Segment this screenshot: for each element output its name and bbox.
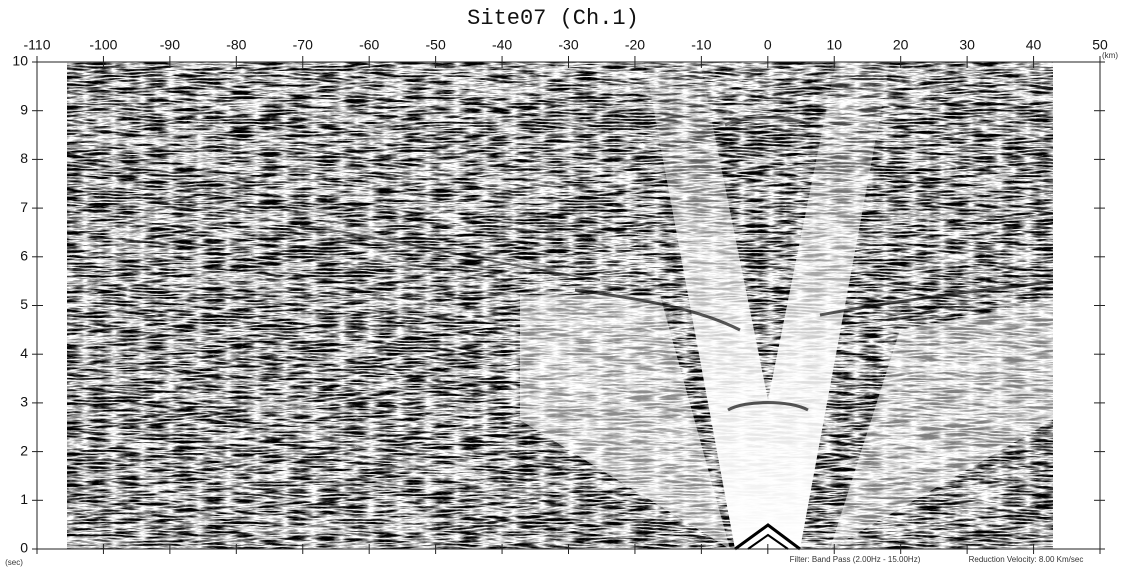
x-tick-label: 0 <box>764 37 772 53</box>
y-tick-label: 2 <box>20 442 28 458</box>
x-tick-label: -110 <box>24 37 51 53</box>
x-tick-label: -70 <box>293 37 313 53</box>
y-tick-label: 4 <box>20 345 28 361</box>
y-tick-label: 3 <box>20 394 28 410</box>
x-tick-label: -20 <box>625 37 645 53</box>
x-tick-label: 10 <box>826 37 842 53</box>
x-tick-label: 50 <box>1092 37 1108 53</box>
y-tick-label: 10 <box>12 53 28 69</box>
x-tick-label: -40 <box>492 37 512 53</box>
y-tick-label: 8 <box>20 150 28 166</box>
y-tick-label: 9 <box>20 101 28 117</box>
x-tick-label: -90 <box>160 37 180 53</box>
velocity-note: Reduction Velocity: 8.00 Km/sec <box>969 555 1084 564</box>
seismic-section <box>67 62 1053 549</box>
x-tick-label: -100 <box>89 37 117 53</box>
x-tick-label: -30 <box>558 37 578 53</box>
y-tick-label: 0 <box>20 540 28 556</box>
y-tick-label: 5 <box>20 296 28 312</box>
y-tick-label: 6 <box>20 248 28 264</box>
y-tick-label: 1 <box>20 491 28 507</box>
x-tick-label: -80 <box>226 37 246 53</box>
filter-note: Filter: Band Pass (2.00Hz - 15.00Hz) <box>790 555 921 564</box>
chart-title: Site07 (Ch.1) <box>467 6 639 31</box>
y-unit: (sec) <box>5 558 23 567</box>
chart: Site07 (Ch.1) (km) (sec) Filter: Band Pa… <box>0 0 1125 571</box>
x-tick-label: -10 <box>691 37 711 53</box>
x-tick-label: -50 <box>426 37 446 53</box>
x-tick-label: 30 <box>959 37 975 53</box>
x-tick-label: 20 <box>893 37 909 53</box>
x-tick-label: 40 <box>1026 37 1042 53</box>
x-tick-label: -60 <box>359 37 379 53</box>
y-tick-label: 7 <box>20 199 28 215</box>
